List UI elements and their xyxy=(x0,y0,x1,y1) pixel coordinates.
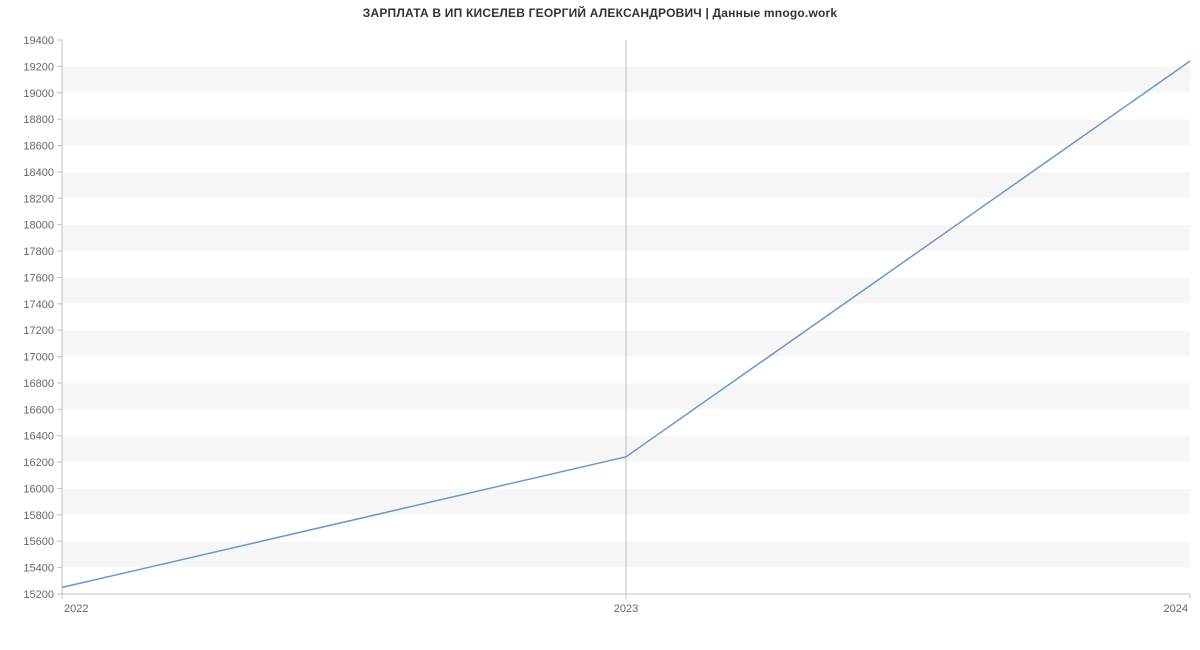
svg-text:18000: 18000 xyxy=(23,220,54,232)
svg-text:15800: 15800 xyxy=(23,510,54,522)
svg-text:17400: 17400 xyxy=(23,299,54,311)
svg-text:19400: 19400 xyxy=(23,35,54,47)
svg-text:18400: 18400 xyxy=(23,167,54,179)
svg-text:16000: 16000 xyxy=(23,483,54,495)
svg-text:17000: 17000 xyxy=(23,352,54,364)
svg-text:15400: 15400 xyxy=(23,563,54,575)
svg-text:16800: 16800 xyxy=(23,378,54,390)
svg-text:15600: 15600 xyxy=(23,536,54,548)
svg-text:17600: 17600 xyxy=(23,272,54,284)
svg-text:16600: 16600 xyxy=(23,404,54,416)
svg-text:19000: 19000 xyxy=(23,88,54,100)
svg-text:18800: 18800 xyxy=(23,114,54,126)
svg-text:17800: 17800 xyxy=(23,246,54,258)
svg-text:2023: 2023 xyxy=(614,603,638,615)
chart-title: ЗАРПЛАТА В ИП КИСЕЛЕВ ГЕОРГИЙ АЛЕКСАНДРО… xyxy=(0,6,1200,20)
svg-text:18200: 18200 xyxy=(23,193,54,205)
chart-svg: 15200 15400 15600 15800 16000 16200 16400 16600… xyxy=(0,0,1200,650)
svg-text:18600: 18600 xyxy=(23,141,54,153)
svg-text:19200: 19200 xyxy=(23,61,54,73)
svg-text:16400: 16400 xyxy=(23,431,54,443)
salary-line-chart: ЗАРПЛАТА В ИП КИСЕЛЕВ ГЕОРГИЙ АЛЕКСАНДРО… xyxy=(0,0,1200,650)
svg-text:2024: 2024 xyxy=(1164,603,1188,615)
svg-text:17200: 17200 xyxy=(23,325,54,337)
svg-text:16200: 16200 xyxy=(23,457,54,469)
svg-text:15200: 15200 xyxy=(23,589,54,601)
svg-text:2022: 2022 xyxy=(64,603,88,615)
